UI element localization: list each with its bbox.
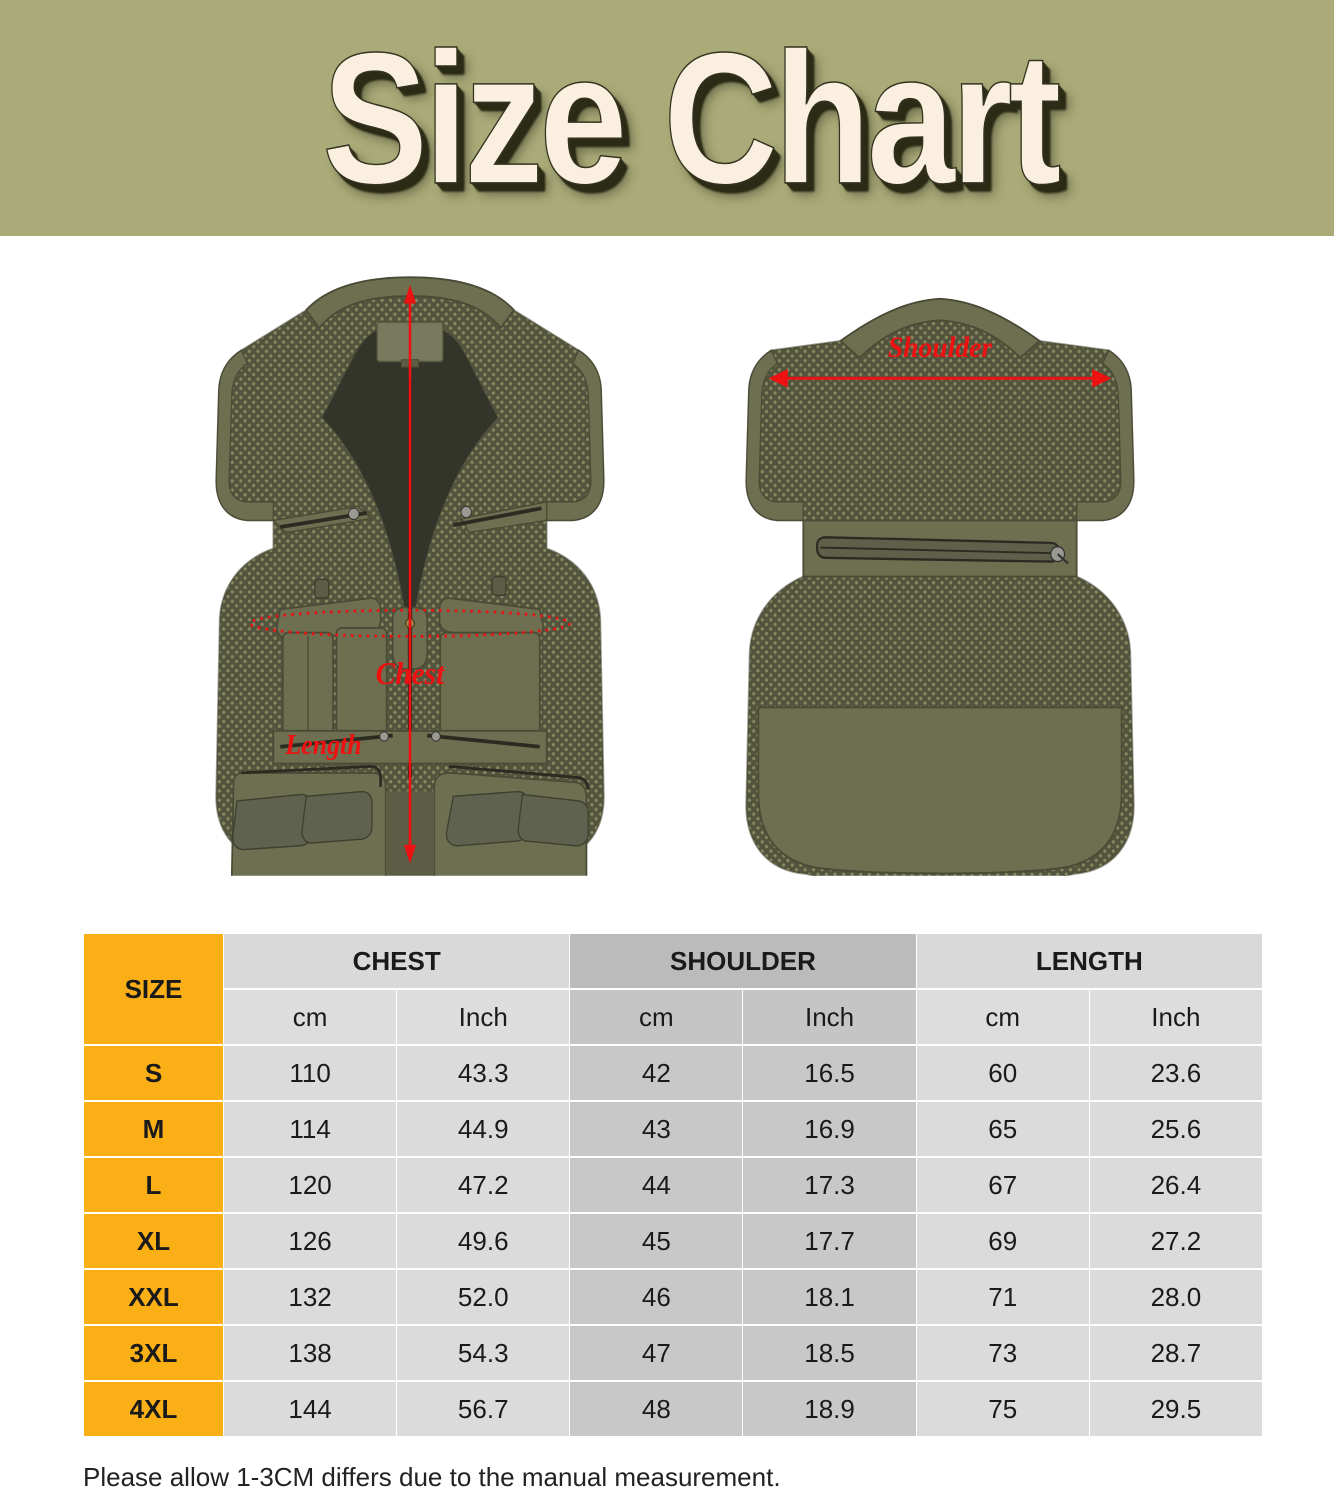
svg-text:Shoulder: Shoulder (888, 331, 993, 364)
svg-text:Chest: Chest (376, 656, 446, 691)
svg-text:Length: Length (284, 729, 361, 760)
